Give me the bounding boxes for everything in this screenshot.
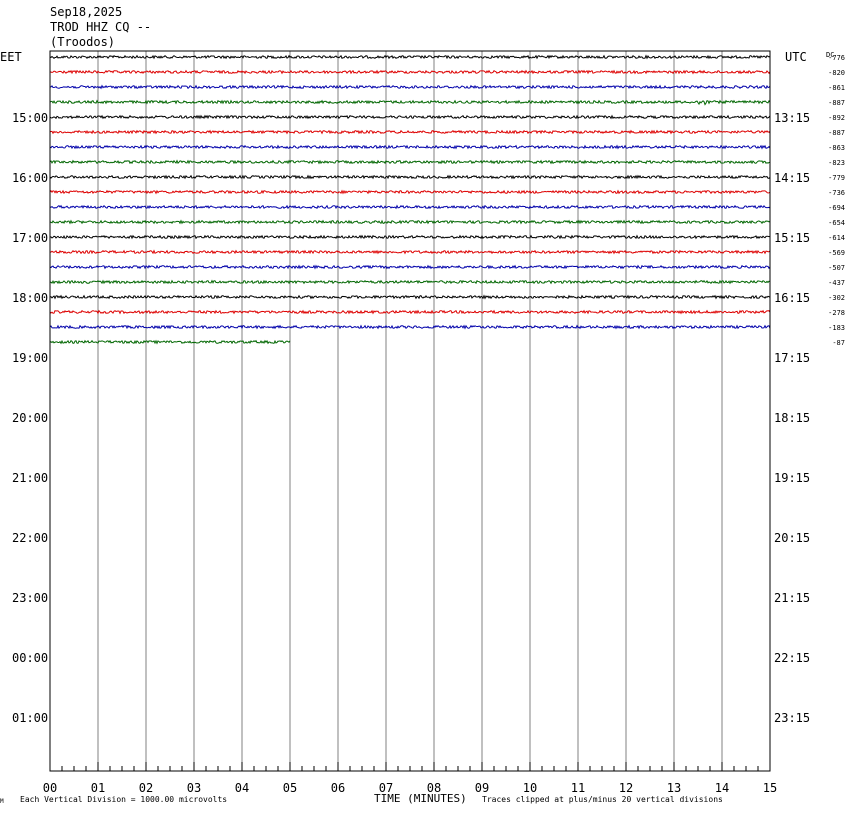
x-tick-label: 01 (91, 781, 105, 795)
dc-offset-label: -736 (828, 189, 845, 197)
title-block: Sep18,2025 TROD HHZ CQ -- (Troodos) (50, 5, 151, 49)
trace-row-1 (49, 54, 771, 60)
trace-row-9 (49, 174, 771, 180)
trace-rows (49, 54, 771, 345)
dc-offset-labels: -776 -820 -861 -887 -892 -887 -863 -823 -779 -736… (828, 54, 845, 347)
minute-gridlines (97, 51, 723, 771)
left-hour-label: 01:00 (12, 711, 48, 725)
x-tick-label: 14 (715, 781, 729, 795)
dc-offset-label: -569 (828, 249, 845, 257)
x-tick-label: 11 (571, 781, 585, 795)
left-hour-label: 20:00 (12, 411, 48, 425)
trace-row-6 (49, 129, 771, 135)
dc-offset-label: -614 (828, 234, 845, 242)
dc-offset-label: -887 (828, 129, 845, 137)
right-hour-label: 23:15 (774, 711, 810, 725)
station-location: (Troodos) (50, 35, 115, 49)
x-tick-label: 09 (475, 781, 489, 795)
right-hour-label: 14:15 (774, 171, 810, 185)
trace-row-12 (49, 219, 771, 225)
left-timezone-label: EET (0, 50, 22, 64)
plot-frame (49, 50, 771, 772)
x-tick-label: 07 (379, 781, 393, 795)
x-tick-label: 15 (763, 781, 777, 795)
clip-note: Traces clipped at plus/minus 20 vertical… (482, 795, 723, 804)
x-tick-label: 03 (187, 781, 201, 795)
left-hour-label: 22:00 (12, 531, 48, 545)
dc-offset-label: -87 (832, 339, 845, 347)
x-tick-label: 12 (619, 781, 633, 795)
left-hour-label: 00:00 (12, 651, 48, 665)
dc-offset-label: -892 (828, 114, 845, 122)
dc-offset-label: -694 (828, 204, 845, 212)
x-axis: 00 01 02 03 04 05 06 07 08 09 10 11 12 13 14 15 (43, 762, 777, 795)
trace-row-7 (49, 144, 771, 150)
trace-row-10 (49, 189, 771, 195)
x-tick-label: 02 (139, 781, 153, 795)
dc-offset-label: -820 (828, 69, 845, 77)
left-hour-label: 17:00 (12, 231, 48, 245)
trace-row-2 (50, 69, 771, 75)
left-hour-label: 21:00 (12, 471, 48, 485)
trace-row-5 (49, 114, 771, 120)
right-hour-label: 20:15 (774, 531, 810, 545)
scale-note: Each Vertical Division = 1000.00 microvo… (20, 795, 227, 804)
plot-date: Sep18,2025 (50, 5, 122, 19)
left-hour-label: 23:00 (12, 591, 48, 605)
dc-offset-label: -861 (828, 84, 845, 92)
trace-row-20 (49, 339, 291, 345)
right-hour-label: 16:15 (774, 291, 810, 305)
x-tick-label: 10 (523, 781, 537, 795)
dc-offset-heading: DC (826, 51, 834, 59)
right-timezone-label: UTC (785, 50, 807, 64)
dc-offset-label: -776 (828, 54, 845, 62)
trace-row-11 (49, 204, 771, 210)
dc-offset-label: -302 (828, 294, 845, 302)
trace-row-16 (49, 279, 771, 285)
dc-offset-label: -887 (828, 99, 845, 107)
x-tick-label: 13 (667, 781, 681, 795)
left-hour-label: 19:00 (12, 351, 48, 365)
dc-offset-label: -779 (828, 174, 845, 182)
trace-row-13 (49, 234, 771, 240)
trace-row-8 (49, 159, 771, 165)
dc-offset-label: -654 (828, 219, 845, 227)
trace-row-3 (49, 84, 771, 90)
dc-offset-label: -823 (828, 159, 845, 167)
x-tick-label: 08 (427, 781, 441, 795)
left-hour-labels: 15:00 16:00 17:00 18:00 19:00 20:00 21:00 22:00… (12, 111, 48, 725)
right-hour-label: 21:15 (774, 591, 810, 605)
left-hour-label: 15:00 (12, 111, 48, 125)
trace-row-19 (49, 324, 771, 330)
trace-row-14 (49, 249, 771, 255)
right-hour-label: 19:15 (774, 471, 810, 485)
right-hour-labels: 13:15 14:15 15:15 16:15 17:15 18:15 19:15 20:15… (774, 111, 810, 725)
x-tick-label: 06 (331, 781, 345, 795)
trace-row-17 (49, 294, 771, 300)
trace-row-15 (49, 264, 771, 270)
right-hour-label: 22:15 (774, 651, 810, 665)
dc-offset-label: -863 (828, 144, 845, 152)
x-tick-label: 04 (235, 781, 249, 795)
station-code: TROD HHZ CQ -- (50, 20, 151, 34)
dc-offset-label: -278 (828, 309, 845, 317)
corner-mark: M (0, 798, 4, 805)
dc-offset-label: -437 (828, 279, 845, 287)
x-tick-label: 05 (283, 781, 297, 795)
dc-offset-label: -183 (828, 324, 845, 332)
trace-row-4 (49, 99, 771, 106)
right-hour-label: 15:15 (774, 231, 810, 245)
right-hour-label: 17:15 (774, 351, 810, 365)
trace-row-18 (49, 309, 771, 315)
dc-offset-label: -507 (828, 264, 845, 272)
x-tick-label: 00 (43, 781, 57, 795)
left-hour-label: 18:00 (12, 291, 48, 305)
right-hour-label: 18:15 (774, 411, 810, 425)
left-hour-label: 16:00 (12, 171, 48, 185)
right-hour-label: 13:15 (774, 111, 810, 125)
x-axis-title: TIME (MINUTES) (374, 792, 467, 805)
